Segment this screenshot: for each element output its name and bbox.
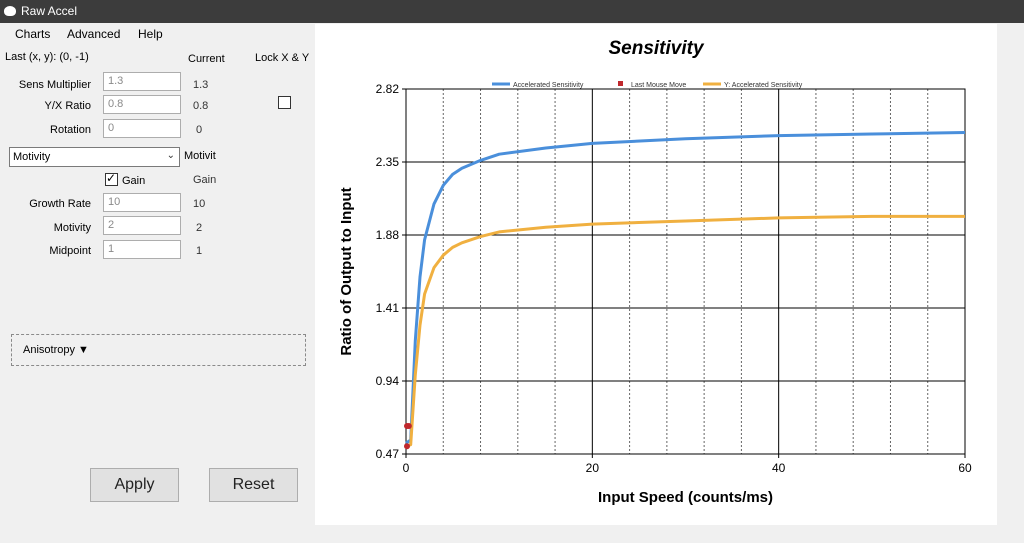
x-tick-label: 60 [958,461,972,475]
current-header: Current [188,53,225,65]
reset-button[interactable]: Reset [209,468,298,502]
menu-help[interactable]: Help [138,27,163,41]
menu-bar: Charts Advanced Help [0,24,310,44]
x-tick-label: 40 [772,461,786,475]
yx-ratio-current: 0.8 [193,100,209,112]
y-tick-label: 1.88 [376,228,400,242]
accel-type-dropdown[interactable]: Motivity ⌄ [9,147,180,167]
y-tick-label: 1.41 [376,301,400,315]
chart-title: Sensitivity [608,38,704,59]
sens-multiplier-input[interactable]: 1.3 [103,72,181,91]
gain-label: Gain [122,175,146,187]
sensitivity-chart: Sensitivity 0.47 0.94 1.41 1.88 2.35 2.82 0 20 4… [315,24,997,525]
midpoint-input[interactable]: 1 [103,240,181,259]
legend-marker [618,81,623,86]
x-axis-label: Input Speed (counts/ms) [598,489,773,506]
growth-rate-label: Growth Rate [29,198,91,210]
motivity-label: Motivity [53,222,91,234]
mouse-icon [4,6,16,16]
chevron-down-icon: ⌄ [166,150,175,161]
last-xy-readout: Last (x, y): (0, -1) [5,51,89,63]
sens-multiplier-label: Sens Multiplier [18,79,91,91]
lock-xy-checkbox[interactable] [278,96,291,109]
rotation-label: Rotation [50,124,91,136]
checkmark-icon: ✓ [106,171,117,185]
y-tick-label: 2.82 [376,82,400,96]
menu-advanced[interactable]: Advanced [67,27,121,41]
chart-canvas: 0.47 0.94 1.41 1.88 2.35 2.82 0 20 40 60 Input Spe… [338,81,972,506]
yx-ratio-label: Y/X Ratio [44,100,91,112]
apply-button[interactable]: Apply [90,468,179,502]
legend-label: Last Mouse Move [631,82,686,89]
growth-rate-current: 10 [193,198,206,210]
plot-frame [405,88,966,455]
y-axis-label: Ratio of Output to Input [338,187,355,355]
lock-xy-label: Lock X & Y [255,52,310,64]
motivity-input[interactable]: 2 [103,216,181,235]
menu-charts[interactable]: Charts [15,27,51,41]
accel-type-selected: Motivity [13,151,51,163]
series-line-0 [405,131,966,445]
settings-panel: Last (x, y): (0, -1) Current Lock X & Y … [0,44,312,543]
rotation-current: 0 [196,124,203,136]
y-tick-label: 2.35 [376,155,400,169]
yx-ratio-input[interactable]: 0.8 [103,95,181,114]
midpoint-label: Midpoint [49,245,91,257]
midpoint-current: 1 [196,245,203,257]
growth-rate-input[interactable]: 10 [103,193,181,212]
accel-type-current: Motivit [184,150,216,162]
x-tick-label: 20 [586,461,600,475]
gain-current: Gain [193,174,217,186]
legend-label: Accelerated Sensitivity [513,82,584,89]
last-mouse-move-point [405,423,412,430]
x-tick-label: 0 [403,461,410,475]
y-tick-label: 0.94 [376,374,400,388]
last-mouse-move-point [404,443,410,450]
gain-checkbox[interactable]: ✓ [105,171,118,186]
rotation-input[interactable]: 0 [103,119,181,138]
anisotropy-label: Anisotropy ▼ [23,344,89,356]
anisotropy-toggle[interactable]: Anisotropy ▼ [11,334,306,366]
y-tick-label: 0.47 [376,447,400,461]
sens-multiplier-current: 1.3 [193,79,209,91]
series-line-1 [405,214,965,448]
title-bar: Raw Accel [0,0,1024,23]
motivity-current: 2 [196,222,203,234]
legend-label: Y: Accelerated Sensitivity [724,82,803,89]
window-title: Raw Accel [21,4,78,18]
